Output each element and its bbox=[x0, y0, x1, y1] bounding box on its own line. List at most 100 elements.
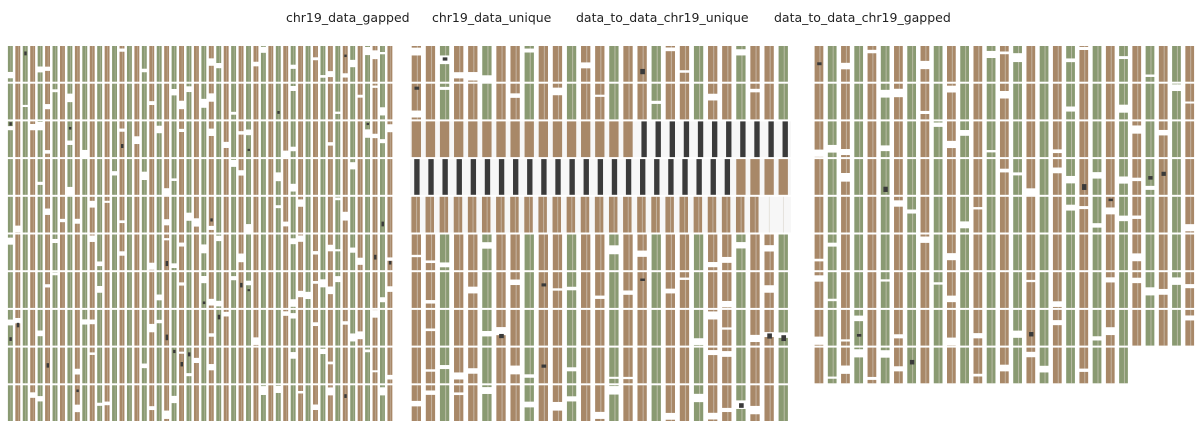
heatmap-cell-stripe bbox=[345, 159, 347, 195]
heatmap-cell bbox=[298, 83, 304, 120]
heatmap-cell bbox=[149, 234, 155, 271]
heatmap-cell bbox=[15, 309, 21, 346]
heatmap-cell bbox=[552, 83, 563, 120]
heatmap-gap bbox=[762, 245, 776, 252]
heatmap-cell-stripe bbox=[218, 83, 220, 120]
heatmap-cell-stripe bbox=[571, 196, 573, 233]
heatmap-cell-stripe bbox=[62, 385, 64, 421]
heatmap-cell bbox=[380, 347, 385, 384]
heatmap-gap bbox=[44, 284, 51, 288]
heatmap-cell-stripe bbox=[557, 196, 559, 233]
heatmap-cell-stripe bbox=[55, 196, 56, 233]
heatmap-cell-stripe bbox=[345, 234, 347, 271]
heatmap-cell bbox=[149, 385, 155, 421]
heatmap-cell-stripe bbox=[1190, 121, 1192, 158]
heatmap-mark bbox=[388, 260, 392, 265]
heatmap-gap bbox=[140, 171, 148, 181]
heatmap-cell bbox=[335, 272, 341, 308]
heatmap-cell-stripe bbox=[872, 46, 874, 82]
heatmap-cell bbox=[1026, 309, 1036, 346]
heatmap-cell-stripe bbox=[315, 196, 317, 233]
heatmap-cell bbox=[1039, 234, 1049, 271]
heatmap-cell bbox=[538, 272, 548, 308]
heatmap-cell bbox=[637, 309, 647, 346]
heatmap-cell-stripe bbox=[898, 121, 900, 158]
heatmap-gap bbox=[466, 286, 480, 294]
heatmap-gap bbox=[424, 369, 437, 372]
heatmap-cell bbox=[260, 347, 266, 384]
heatmap-gap bbox=[918, 110, 931, 115]
heatmap-cell bbox=[428, 159, 434, 195]
heatmap-cell bbox=[442, 159, 448, 195]
heatmap-cell-stripe bbox=[769, 83, 771, 120]
heatmap-cell bbox=[305, 385, 311, 421]
heatmap-cell bbox=[973, 46, 983, 82]
heatmap-cell bbox=[342, 385, 348, 421]
heatmap-cell bbox=[1119, 272, 1128, 308]
heatmap-cell-stripe bbox=[330, 347, 332, 384]
heatmap-cell bbox=[696, 159, 702, 195]
heatmap-cell bbox=[97, 196, 103, 233]
heatmap-cell bbox=[320, 121, 326, 158]
heatmap-cell-stripe bbox=[684, 347, 687, 384]
heatmap-cell-stripe bbox=[382, 385, 384, 421]
heatmap-cell bbox=[260, 196, 266, 233]
heatmap-cell-stripe bbox=[1097, 83, 1099, 120]
heatmap-cell-stripe bbox=[323, 234, 324, 271]
heatmap-cell-stripe bbox=[300, 347, 302, 384]
heatmap-cell bbox=[74, 234, 80, 271]
heatmap-cell-stripe bbox=[699, 385, 701, 421]
heatmap-cell bbox=[305, 272, 311, 308]
heatmap-gap bbox=[826, 144, 839, 153]
heatmap-cell-stripe bbox=[166, 347, 168, 384]
heatmap-cell bbox=[1105, 159, 1115, 195]
heatmap-cell bbox=[736, 234, 746, 271]
heatmap-cell-stripe bbox=[898, 159, 900, 195]
heatmap-cell-stripe bbox=[174, 347, 175, 384]
heatmap-cell-stripe bbox=[1031, 347, 1033, 384]
heatmap-cell-stripe bbox=[1110, 347, 1112, 384]
heatmap-cell bbox=[1013, 347, 1022, 384]
heatmap-cell-stripe bbox=[77, 121, 79, 158]
heatmap-cell-stripe bbox=[845, 83, 847, 120]
heatmap-cell bbox=[679, 272, 690, 308]
heatmap-gap bbox=[334, 249, 342, 252]
heatmap-cell bbox=[651, 272, 661, 308]
heatmap-gap bbox=[438, 365, 451, 370]
heatmap-mark bbox=[202, 301, 206, 305]
heatmap-gap bbox=[1144, 74, 1156, 77]
heatmap-cell-stripe bbox=[152, 121, 153, 158]
heatmap-cell bbox=[841, 83, 850, 120]
heatmap-gap bbox=[21, 104, 29, 108]
heatmap-cell-stripe bbox=[18, 347, 19, 384]
heatmap-cell bbox=[238, 272, 244, 308]
heatmap-cell-stripe bbox=[1097, 234, 1099, 271]
heatmap-cell-stripe bbox=[628, 385, 630, 421]
heatmap-cell-stripe bbox=[572, 347, 574, 384]
heatmap-cell bbox=[37, 272, 43, 308]
heatmap-cell bbox=[59, 121, 65, 158]
heatmap-cell bbox=[1052, 46, 1062, 82]
heatmap-cell bbox=[82, 159, 88, 195]
heatmap-cell bbox=[45, 121, 51, 158]
heatmap-mark bbox=[856, 333, 862, 337]
heatmap-cell-stripe bbox=[845, 196, 847, 233]
heatmap-cell-stripe bbox=[1004, 234, 1006, 271]
heatmap-cell-stripe bbox=[271, 121, 272, 158]
heatmap-cell-stripe bbox=[755, 272, 757, 308]
heatmap-cell bbox=[736, 347, 746, 384]
heatmap-cell-stripe bbox=[99, 83, 101, 120]
heatmap-cell bbox=[468, 83, 478, 120]
heatmap-cell-stripe bbox=[92, 309, 94, 346]
heatmap-cell-stripe bbox=[285, 347, 287, 384]
heatmap-cell-stripe bbox=[285, 309, 287, 346]
heatmap-cell bbox=[854, 196, 864, 233]
heatmap-cell-stripe bbox=[114, 159, 116, 195]
heatmap-cell bbox=[566, 347, 577, 384]
heatmap-mark bbox=[640, 278, 645, 281]
heatmap-cell bbox=[1079, 121, 1089, 158]
heatmap-cell bbox=[880, 196, 890, 233]
heatmap-cell bbox=[357, 272, 363, 308]
heatmap-cell bbox=[231, 159, 237, 195]
heatmap-cell-stripe bbox=[885, 159, 887, 195]
